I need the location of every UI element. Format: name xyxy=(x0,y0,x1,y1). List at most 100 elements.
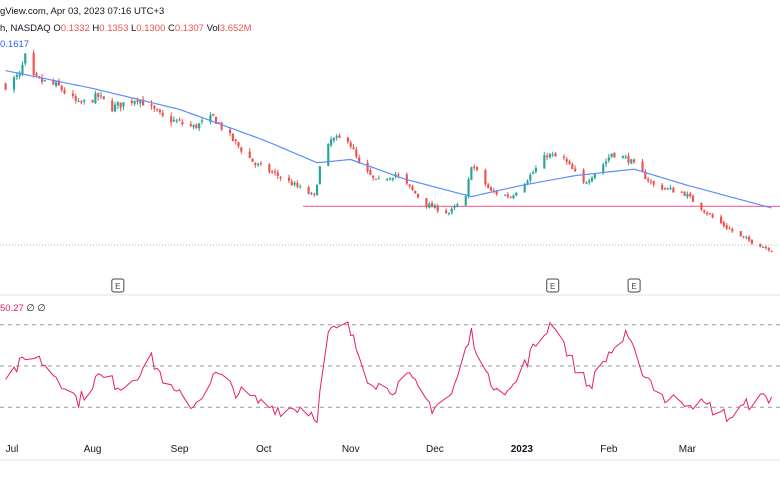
candle-body xyxy=(588,180,591,183)
candle-body xyxy=(450,208,453,213)
candle-body xyxy=(228,129,232,134)
candle-body xyxy=(74,95,77,101)
candle-body xyxy=(445,210,448,214)
candle-body xyxy=(534,168,537,172)
candle-body xyxy=(80,101,83,103)
candle-body xyxy=(397,174,400,176)
candle-body xyxy=(175,120,178,122)
candle-body xyxy=(21,64,24,75)
candle-body xyxy=(515,192,518,196)
ma-legend: 0.1617 xyxy=(0,39,29,50)
candle-body xyxy=(327,143,330,166)
low-value: 0.1300 xyxy=(136,23,166,34)
candle-body xyxy=(60,86,63,91)
ticker-text: h, NASDAQ xyxy=(0,23,51,34)
candle-body xyxy=(4,83,7,90)
candle-body xyxy=(43,80,46,82)
candle-body xyxy=(189,124,192,126)
candle-body xyxy=(487,184,490,188)
candle-body xyxy=(119,102,122,108)
candle-body xyxy=(296,183,299,187)
candle-body xyxy=(691,195,695,202)
candle-body xyxy=(624,156,627,158)
candle-body xyxy=(113,104,117,112)
candle-body xyxy=(18,72,21,77)
candle-body xyxy=(299,186,302,188)
source-text: gView.com, Apr 03, 2023 07:16 UTC+3 xyxy=(0,6,165,17)
candle-body xyxy=(212,114,215,116)
candle-body xyxy=(293,182,296,185)
rsi-legend: 50.27 ∅ ∅ xyxy=(0,303,46,314)
earnings-marker-label: E xyxy=(115,282,120,291)
candle-body xyxy=(318,166,321,185)
candle-body xyxy=(77,100,80,102)
candle-body xyxy=(91,100,94,103)
candle-body xyxy=(526,180,529,185)
low-label: L xyxy=(131,23,137,34)
candle-body xyxy=(456,204,459,207)
candle-body xyxy=(669,187,672,189)
candle-body xyxy=(512,195,515,199)
x-tick-label: Jul xyxy=(6,444,19,455)
candle-body xyxy=(254,162,257,165)
candle-body xyxy=(352,147,355,150)
candle-body xyxy=(484,170,487,185)
candle-body xyxy=(411,186,414,190)
candle-body xyxy=(349,142,352,147)
candle-body xyxy=(604,161,608,165)
earnings-marker-box xyxy=(111,278,125,293)
candle-body xyxy=(335,136,338,138)
candle-body xyxy=(705,212,709,215)
candle-body xyxy=(728,228,731,230)
candle-body xyxy=(436,205,439,212)
candle-body xyxy=(554,153,557,157)
candle-body xyxy=(447,212,451,214)
candle-body xyxy=(388,178,392,180)
earnings-marker-box xyxy=(546,278,560,293)
candle-body xyxy=(99,95,103,97)
candle-body xyxy=(506,194,509,197)
candle-body xyxy=(593,173,596,179)
x-tick-label: Mar xyxy=(679,444,697,455)
candle-body xyxy=(310,192,313,194)
candle-body xyxy=(523,183,526,193)
high-value: 0.1353 xyxy=(99,23,129,34)
candle-body xyxy=(338,135,341,138)
candle-body xyxy=(315,185,319,196)
candle-body xyxy=(346,137,349,142)
candle-body xyxy=(248,151,251,158)
candle-body xyxy=(739,231,742,237)
x-tick-label: Dec xyxy=(426,444,444,455)
candle-body xyxy=(181,121,184,125)
candle-body xyxy=(251,158,254,162)
candle-body xyxy=(661,184,664,190)
candle-body xyxy=(153,106,156,109)
candle-body xyxy=(722,222,725,227)
earnings-marker-box xyxy=(627,278,641,293)
candle-body xyxy=(663,188,667,190)
rsi-extra-2: ∅ xyxy=(37,303,46,314)
candle-body xyxy=(621,156,624,159)
candle-body xyxy=(307,187,310,194)
support-line xyxy=(0,205,780,246)
candle-body xyxy=(762,246,765,248)
candle-body xyxy=(57,80,61,86)
candle-body xyxy=(374,178,378,180)
candle-body xyxy=(116,102,119,106)
candle-body xyxy=(683,192,686,196)
candle-body xyxy=(767,248,770,251)
candle-body xyxy=(453,206,456,208)
close-label: C xyxy=(168,23,175,34)
ohlc-legend: h, NASDAQ O0.1332 H0.1353 L0.1300 C0.130… xyxy=(0,23,251,34)
candle-body xyxy=(136,100,139,102)
volume-label: Vol xyxy=(206,23,220,34)
candle-body xyxy=(689,193,692,197)
candle-body xyxy=(644,171,647,180)
x-tick-label: Oct xyxy=(256,444,272,455)
candle-body xyxy=(703,210,706,213)
candle-body xyxy=(546,155,549,158)
candle-body xyxy=(759,243,762,247)
candle-body xyxy=(329,139,333,146)
